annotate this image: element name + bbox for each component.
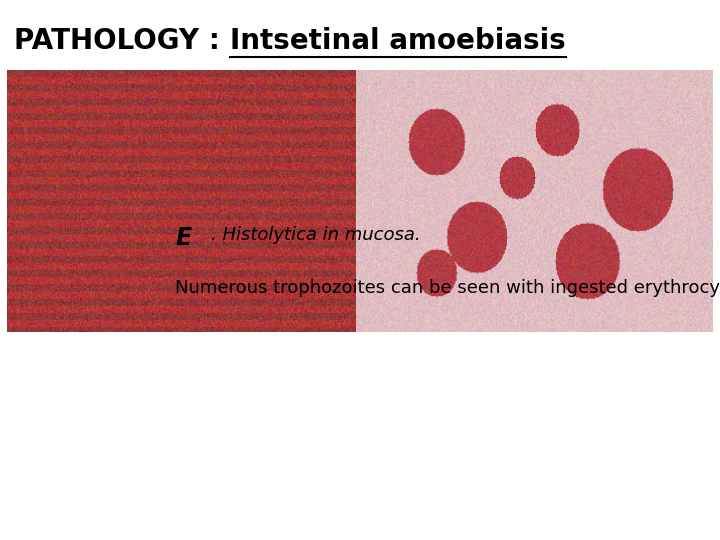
Text: Intsetinal amoebiasis: Intsetinal amoebiasis bbox=[230, 27, 566, 55]
Text: E: E bbox=[175, 226, 191, 250]
Text: Numerous trophozoites can be seen with ingested erythrocytes.: Numerous trophozoites can be seen with i… bbox=[175, 279, 720, 297]
Text: . Histolytica in mucosa.: . Histolytica in mucosa. bbox=[211, 226, 420, 244]
Text: PATHOLOGY :: PATHOLOGY : bbox=[14, 27, 230, 55]
